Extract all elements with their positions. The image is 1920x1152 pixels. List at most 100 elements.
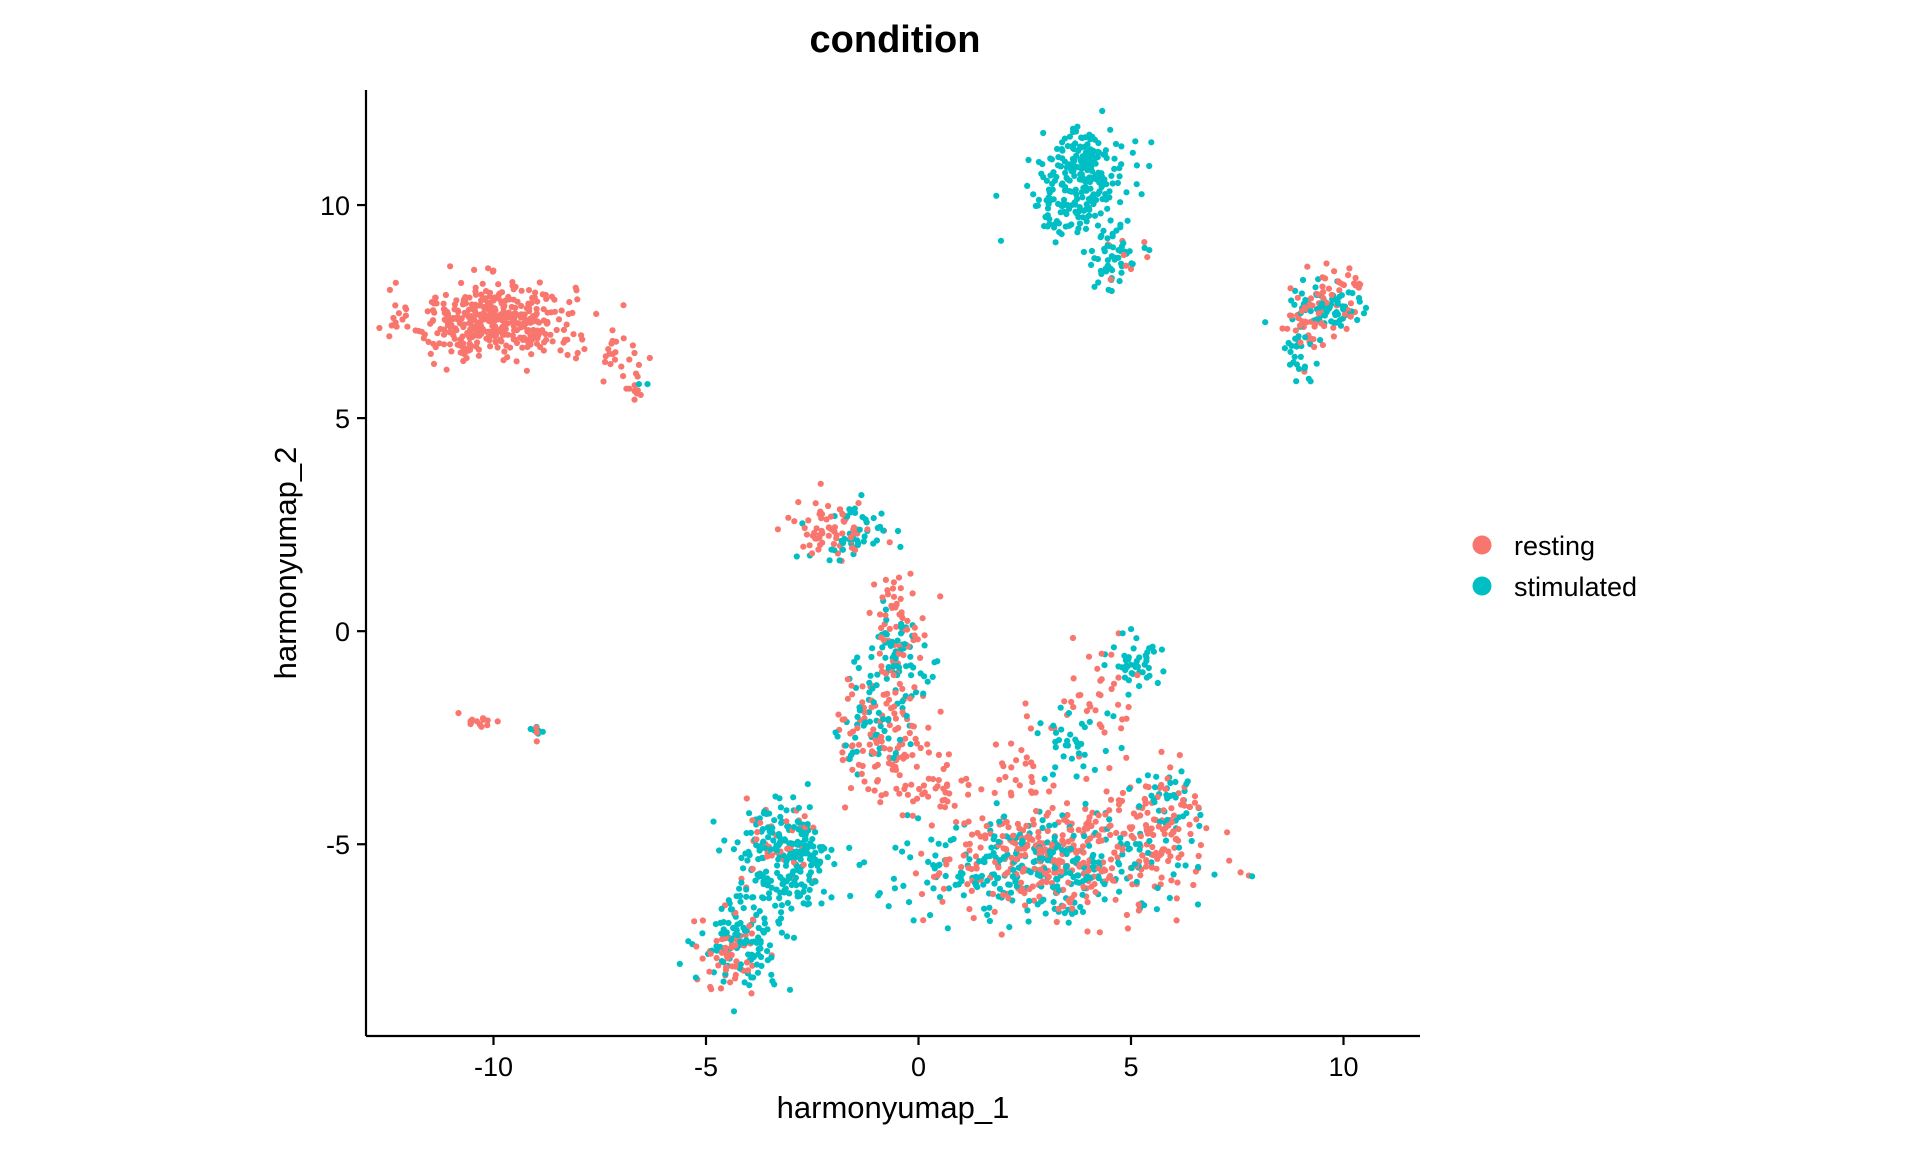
point-resting: [870, 726, 877, 733]
point-stimulated: [1074, 195, 1081, 203]
point-stimulated: [1175, 844, 1183, 851]
point-resting: [1292, 327, 1299, 334]
point-resting: [978, 786, 985, 793]
point-stimulated: [1116, 888, 1123, 895]
point-stimulated: [768, 971, 775, 978]
point-stimulated: [733, 927, 740, 934]
point-resting: [1107, 796, 1115, 803]
point-stimulated: [755, 924, 762, 932]
legend-label-stimulated: stimulated: [1514, 572, 1637, 602]
point-stimulated: [890, 663, 897, 670]
point-stimulated: [907, 741, 914, 748]
point-stimulated: [1100, 227, 1107, 234]
point-stimulated: [1044, 857, 1051, 864]
point-stimulated: [828, 894, 835, 901]
point-stimulated: [1115, 247, 1122, 254]
point-resting: [1304, 263, 1311, 270]
point-resting: [501, 348, 508, 355]
point-resting: [1100, 866, 1107, 873]
point-resting: [451, 335, 458, 342]
point-resting: [1097, 692, 1104, 699]
point-resting: [1106, 823, 1113, 830]
point-resting: [1096, 721, 1103, 728]
point-resting: [1168, 877, 1175, 884]
point-stimulated: [789, 871, 796, 878]
point-resting: [908, 781, 915, 788]
point-stimulated: [1091, 212, 1099, 219]
x-axis-label: harmonyumap_1: [777, 1090, 1010, 1125]
point-resting: [1068, 827, 1075, 834]
point-stimulated: [788, 881, 795, 889]
point-resting: [1108, 651, 1115, 658]
point-resting: [386, 333, 393, 340]
point-resting: [489, 322, 496, 329]
point-resting: [746, 922, 753, 930]
point-stimulated: [1182, 862, 1189, 869]
point-resting: [1139, 852, 1146, 859]
point-resting: [1187, 830, 1194, 838]
point-stimulated: [892, 844, 899, 851]
point-resting: [894, 745, 901, 752]
point-resting: [526, 308, 533, 315]
point-resting: [785, 514, 792, 521]
point-stimulated: [976, 858, 983, 865]
point-resting: [965, 791, 972, 798]
point-resting: [1142, 783, 1149, 790]
point-resting: [1130, 835, 1137, 842]
point-resting: [1095, 812, 1102, 819]
point-stimulated: [1107, 217, 1114, 224]
point-resting: [858, 770, 865, 778]
point-resting: [466, 340, 473, 347]
point-stimulated: [905, 899, 913, 906]
point-resting: [896, 790, 903, 797]
point-stimulated: [802, 833, 809, 840]
point-resting: [635, 361, 643, 368]
point-stimulated: [760, 929, 768, 936]
point-stimulated: [1024, 182, 1031, 189]
point-stimulated: [1146, 162, 1153, 170]
point-resting: [817, 541, 824, 549]
point-stimulated: [932, 852, 939, 859]
point-stimulated: [748, 974, 755, 981]
point-resting: [1009, 832, 1017, 840]
point-resting: [1176, 752, 1183, 759]
point-stimulated: [1122, 667, 1129, 674]
point-resting: [462, 345, 469, 352]
point-resting: [744, 967, 752, 974]
point-stimulated: [759, 826, 767, 833]
point-resting: [386, 286, 393, 293]
point-resting: [904, 617, 911, 625]
point-resting: [609, 327, 616, 334]
point-stimulated: [725, 919, 732, 927]
point-stimulated: [790, 934, 798, 941]
point-resting: [907, 695, 914, 702]
point-stimulated: [783, 807, 790, 814]
point-resting: [901, 751, 908, 758]
point-resting: [801, 813, 808, 820]
point-stimulated: [1131, 861, 1138, 868]
point-stimulated: [1145, 664, 1152, 672]
point-stimulated: [1070, 167, 1077, 175]
point-resting: [1328, 291, 1335, 298]
point-stimulated: [793, 882, 800, 889]
point-resting: [1195, 804, 1202, 811]
point-stimulated: [1072, 208, 1079, 215]
point-resting: [920, 917, 927, 924]
point-stimulated: [1334, 298, 1341, 305]
point-resting: [544, 318, 551, 326]
point-stimulated: [1091, 283, 1098, 290]
point-stimulated: [1045, 194, 1052, 201]
point-resting: [497, 311, 504, 318]
point-stimulated: [740, 905, 747, 912]
point-stimulated: [797, 856, 804, 863]
point-stimulated: [740, 865, 747, 872]
point-stimulated: [1059, 139, 1066, 146]
point-resting: [722, 944, 729, 952]
point-resting: [1061, 698, 1068, 705]
point-resting: [465, 330, 472, 337]
point-resting: [1000, 763, 1007, 770]
point-resting: [896, 680, 903, 688]
point-resting: [1159, 846, 1166, 853]
point-stimulated: [896, 736, 904, 743]
point-stimulated: [942, 872, 949, 880]
